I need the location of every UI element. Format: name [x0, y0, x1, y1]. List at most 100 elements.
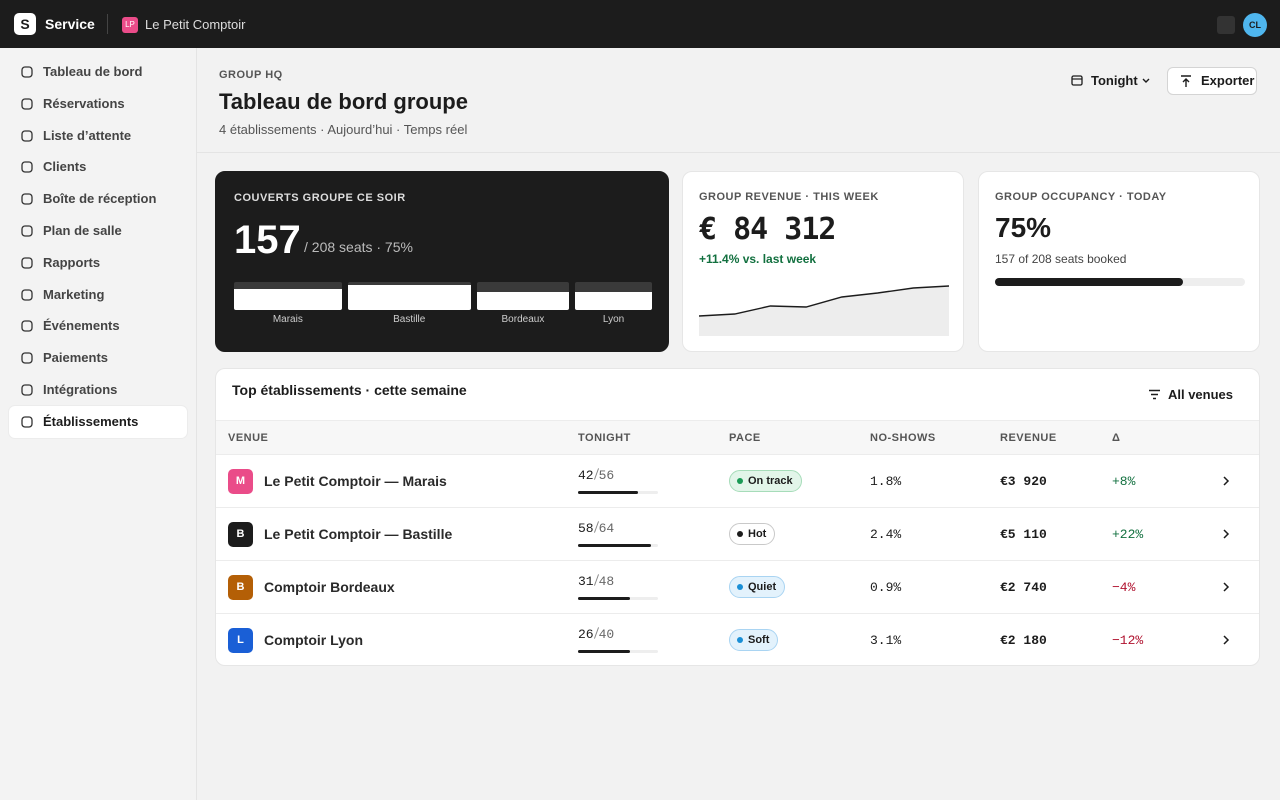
- column-header: TONIGHT: [578, 431, 631, 444]
- nav-item[interactable]: Liste d’attente: [9, 120, 187, 152]
- icon-shape: [21, 257, 33, 269]
- table-row[interactable]: B Comptoir Bordeaux 31 48 Quiet 0.9% €2 740 −4%: [216, 560, 1259, 613]
- column-header: VENUE: [228, 431, 269, 444]
- page-subtitle: 4 établissements · Aujourd’hui · Temps r…: [219, 122, 468, 137]
- mini-track: [578, 491, 658, 494]
- venue-bar: Marais: [234, 282, 342, 325]
- nav-item[interactable]: Marketing: [9, 279, 187, 311]
- table-header: VENUE TONIGHT PACE NO-SHOWS REVENUE Δ: [216, 420, 1259, 454]
- page-header: GROUP HQ Tableau de bord groupe 4 établi…: [197, 48, 1280, 153]
- venue-badge: B: [228, 521, 253, 547]
- nav-label: Paiements: [43, 350, 109, 366]
- revenue: €5 110: [1000, 526, 1047, 542]
- seats: 40: [598, 627, 615, 642]
- sidebar: Tableau de bord Réservations Liste d’atten…: [0, 48, 197, 800]
- chevron-right[interactable]: [1221, 635, 1231, 645]
- covers-card: COUVERTS GROUPE CE SOIR 157 / 208 seats …: [215, 171, 669, 352]
- occupancy-value: 75%: [995, 212, 1052, 243]
- revenue: €2 180: [1000, 632, 1047, 648]
- eyebrow: GROUP HQ: [219, 69, 283, 81]
- page-title: Tableau de bord groupe: [219, 89, 468, 114]
- seats: 56: [598, 468, 615, 483]
- nav-label: Tableau de bord: [43, 64, 143, 79]
- venue-cell: L Comptoir Lyon: [228, 627, 578, 653]
- nav-label: Boîte de réception: [43, 191, 157, 207]
- delta: +8%: [1112, 473, 1136, 489]
- nav-label: Rapports: [43, 254, 101, 270]
- sparkline-line: [699, 285, 949, 317]
- icon-shape: [21, 225, 33, 237]
- no-shows: 0.9%: [870, 579, 902, 595]
- nav-item[interactable]: Tableau de bord: [9, 56, 187, 88]
- chevron-right[interactable]: [1221, 582, 1231, 592]
- nav-icon: [21, 288, 33, 301]
- logo[interactable]: S: [14, 13, 36, 35]
- icon-button[interactable]: [1217, 16, 1235, 34]
- covers: 42: [578, 468, 594, 483]
- icon-shape: [21, 193, 33, 205]
- venue-bar-label: Lyon: [602, 314, 625, 325]
- table-row[interactable]: M Le Petit Comptoir — Marais 42 56 On track 1…: [216, 454, 1259, 507]
- nav-item[interactable]: Plan de salle: [9, 215, 187, 247]
- mini-track: [578, 544, 658, 547]
- mini-fill: [578, 597, 630, 600]
- nav-icon: [21, 66, 33, 78]
- period-select[interactable]: Tonight: [1071, 73, 1151, 88]
- tonight-cell: 26 40: [578, 625, 729, 655]
- pace-pill: Soft: [729, 629, 779, 651]
- nav-item[interactable]: Intégrations: [9, 374, 187, 406]
- covers-value: 157: [234, 218, 301, 262]
- column-header: PACE: [729, 431, 761, 444]
- nav-icon: [21, 193, 33, 205]
- nav-item[interactable]: Rapports: [9, 247, 187, 279]
- chevron-right[interactable]: [1221, 476, 1231, 486]
- venue-name: Comptoir Bordeaux: [264, 579, 395, 595]
- export-button[interactable]: Exporter: [1167, 67, 1257, 95]
- chevron-right[interactable]: [1221, 529, 1231, 539]
- pace-label: On track: [748, 475, 793, 487]
- chevron-shape: [1223, 476, 1230, 486]
- nav-item[interactable]: Établissements: [9, 405, 187, 438]
- delta: −12%: [1112, 632, 1144, 648]
- venue-bar-label: Marais: [272, 314, 303, 325]
- icon-shape: [21, 66, 33, 78]
- nav-icon: [21, 98, 33, 110]
- venue-bars: Marais Bastille Bordeaux Lyon: [234, 282, 652, 332]
- revenue-change: +11.4% vs. last week: [699, 252, 817, 266]
- delta: +22%: [1112, 526, 1144, 542]
- chevron-shape: [1223, 635, 1230, 645]
- table-row[interactable]: B Le Petit Comptoir — Bastille 58 64 Hot 2.4%…: [216, 507, 1259, 560]
- mini-track: [578, 597, 658, 600]
- pace-pill: Hot: [729, 523, 776, 545]
- progress-fill: [995, 278, 1183, 286]
- table-title: Top établissements · cette semaine: [232, 382, 467, 398]
- avatar[interactable]: CL: [1243, 13, 1267, 37]
- table-row[interactable]: L Comptoir Lyon 26 40 Soft 3.1% €2 180 −12%: [216, 613, 1259, 665]
- seats: 48: [598, 574, 615, 589]
- nav-item[interactable]: Boîte de réception: [9, 183, 187, 215]
- venue-switcher[interactable]: Le Petit Comptoir: [145, 17, 246, 32]
- filter-button[interactable]: All venues: [1148, 387, 1233, 402]
- venue-badge: LP: [122, 17, 138, 33]
- venue-cell: B Comptoir Bordeaux: [228, 574, 578, 600]
- venue-bar-label: Bastille: [393, 314, 426, 325]
- nav-icon: [21, 416, 33, 428]
- pace-dot: [737, 531, 743, 537]
- nav-label: Liste d’attente: [43, 127, 132, 143]
- nav-label: Clients: [43, 159, 87, 175]
- nav-item[interactable]: Paiements: [9, 342, 187, 374]
- nav-item[interactable]: Événements: [9, 310, 187, 342]
- filter-label: All venues: [1167, 387, 1233, 402]
- nav-item[interactable]: Clients: [9, 151, 187, 183]
- nav-label: Intégrations: [43, 381, 118, 397]
- venue-badge: B: [228, 574, 253, 600]
- venue-cell: B Le Petit Comptoir — Bastille: [228, 521, 578, 547]
- venue-bar-fill: [347, 284, 471, 310]
- pace-label: Hot: [748, 528, 767, 540]
- chevron-down: [1142, 78, 1150, 83]
- delta: −4%: [1112, 579, 1136, 595]
- nav-item[interactable]: Réservations: [9, 88, 187, 120]
- filter-icon: [1148, 389, 1160, 400]
- mini-track: [578, 650, 658, 653]
- pace-label: Soft: [748, 634, 770, 646]
